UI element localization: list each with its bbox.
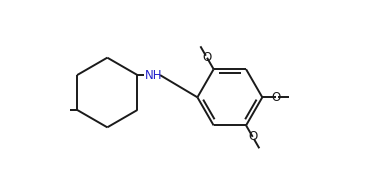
Text: O: O xyxy=(248,130,257,143)
Text: O: O xyxy=(271,91,280,104)
Text: NH: NH xyxy=(145,69,163,82)
Text: O: O xyxy=(202,51,212,64)
